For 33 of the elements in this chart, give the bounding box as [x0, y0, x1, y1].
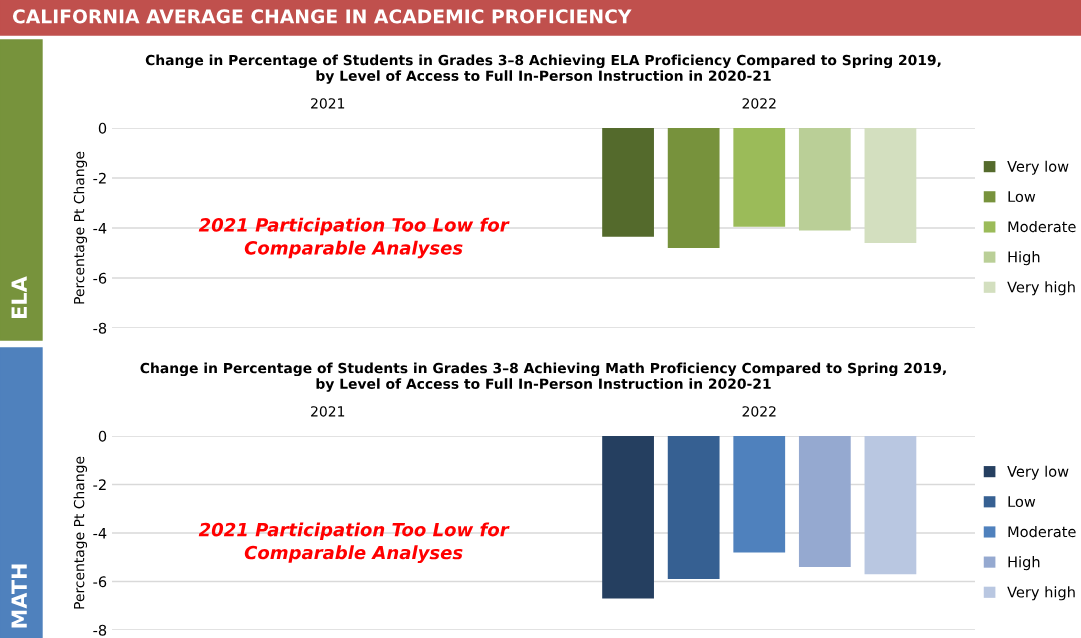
y-axis-title: Percentage Pt Change — [73, 151, 88, 304]
y-tick-label: 0 — [98, 430, 107, 442]
legend-label: Moderate — [1008, 220, 1076, 233]
legend-label: Low — [1008, 496, 1036, 508]
chart-title: Change in Percentage of Students in Grades 3–8 Achieving ELA Proficiency Compared to Spring 2019, by Level of Access to Full In-Person Instruction in 2020-21 — [145, 54, 941, 84]
y-tick-label: -6 — [93, 272, 107, 284]
y-tick-label: 0 — [98, 122, 107, 134]
x-tick-label: 2022 — [742, 98, 776, 109]
y-axis-title: Percentage Pt Change — [73, 456, 88, 609]
legend-label: Very low — [1007, 160, 1069, 175]
legend-label: Very high — [1007, 281, 1075, 296]
x-tick-label: 2021 — [311, 98, 345, 109]
y-tick-label: -8 — [93, 322, 107, 334]
legend-label: Moderate — [1008, 525, 1076, 538]
y-tick-label: -6 — [93, 576, 107, 588]
y-tick-label: -8 — [93, 624, 107, 636]
y-tick-label: -4 — [93, 527, 107, 539]
x-tick-label: 2021 — [311, 406, 345, 417]
legend-label: High — [1008, 251, 1040, 266]
y-tick-label: -2 — [93, 172, 106, 184]
legend-label: High — [1008, 556, 1040, 571]
x-tick-label: 2022 — [742, 406, 776, 417]
y-tick-label: -4 — [93, 222, 107, 234]
y-tick-label: -2 — [93, 479, 106, 491]
annotation: 2021 Participation Too Low for Comparable Analyses — [198, 522, 510, 563]
text: CALIFORNIA AVERAGE CHANGE IN ACADEMIC PROFICIENCY — [12, 9, 632, 24]
annotation: 2021 Participation Too Low for Comparable Analyses — [198, 217, 510, 259]
text: MATH — [11, 564, 27, 628]
legend-label: Very low — [1007, 465, 1069, 480]
legend-label: Very high — [1007, 586, 1075, 601]
text: ELA — [11, 276, 27, 318]
legend-label: Low — [1008, 191, 1036, 203]
chart-title: Change in Percentage of Students in Grades 3–8 Achieving Math Proficiency Compared to Spring 2019, by Level of Access to Full In-Person Instruction in 2020-21 — [140, 362, 946, 392]
